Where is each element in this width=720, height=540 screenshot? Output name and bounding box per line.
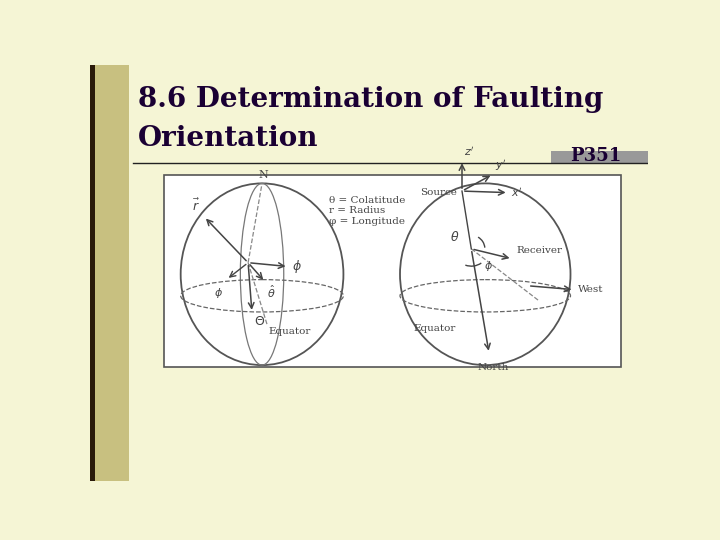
Text: r = Radius: r = Radius [329,206,385,215]
Text: West: West [578,285,604,294]
Text: P351: P351 [570,147,622,165]
Text: Receiver: Receiver [516,246,562,255]
Text: Source: Source [420,188,457,197]
Text: $\phi$: $\phi$ [292,258,302,275]
Text: φ = Longitude: φ = Longitude [329,217,405,226]
Text: 8.6 Determination of Faulting: 8.6 Determination of Faulting [138,86,603,113]
Text: Equator: Equator [414,325,456,333]
Ellipse shape [181,184,343,365]
Text: N: N [258,170,269,180]
Ellipse shape [400,184,570,365]
Text: $\hat{\theta}$: $\hat{\theta}$ [267,284,276,300]
Bar [163,175,621,367]
Text: $\vec{r}$: $\vec{r}$ [192,198,200,214]
Text: $\phi$: $\phi$ [484,259,493,273]
Bar [90,65,96,481]
Bar [90,65,129,481]
Text: $y'$: $y'$ [495,158,507,173]
Text: Orientation: Orientation [138,125,318,152]
Text: Equator: Equator [268,327,310,335]
Text: North: North [477,363,509,372]
Text: $x'$: $x'$ [510,186,522,199]
Text: $\phi$: $\phi$ [215,286,223,300]
Text: $\Theta$: $\Theta$ [254,315,266,328]
Text: $\theta$: $\theta$ [449,230,459,244]
Bar [551,151,648,164]
Text: θ = Colatitude: θ = Colatitude [329,195,405,205]
Text: $z'$: $z'$ [464,145,474,158]
